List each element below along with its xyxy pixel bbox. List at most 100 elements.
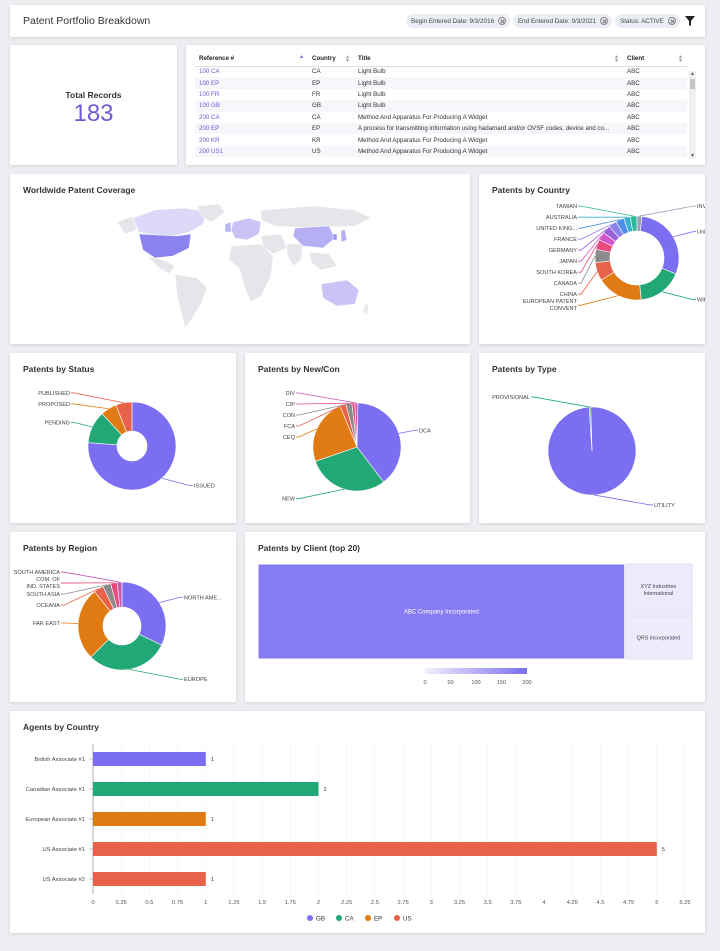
table-row[interactable]: 100 GB GB Light Bulb ABC xyxy=(195,100,687,112)
agents-chart-title: Agents by Country xyxy=(23,722,100,732)
cell-reference[interactable]: 100 FR xyxy=(199,90,220,98)
map-region-new-zealand[interactable] xyxy=(362,303,370,315)
x-tick-label: 1.25 xyxy=(228,900,239,906)
pie-slice-north-ame[interactable] xyxy=(121,581,167,646)
scroll-up-icon[interactable]: ▲ xyxy=(690,71,695,77)
sort-icon[interactable]: ▲ ▼ xyxy=(345,54,350,64)
cell-reference[interactable]: 200 EP xyxy=(195,122,308,135)
scale-tick-label: 150 xyxy=(497,680,506,686)
legend-marker-us[interactable] xyxy=(394,915,400,921)
pie-slice-new[interactable] xyxy=(315,446,385,492)
pie-slice-issued[interactable] xyxy=(87,401,177,491)
column-header-client[interactable]: Client ▲ ▼ xyxy=(623,52,687,67)
filter-chip-begin-date[interactable]: Begin Entered Date: 9/3/2016 xyxy=(406,14,510,28)
type-pie-chart: UTILITY PROVISIONAL xyxy=(492,395,675,509)
map-region-united-states[interactable] xyxy=(138,233,192,259)
legend-marker-ca[interactable] xyxy=(336,915,342,921)
status-chart-title: Patents by Status xyxy=(23,364,95,374)
type-chart-title: Patents by Type xyxy=(492,364,557,374)
map-region-australia[interactable] xyxy=(320,279,360,307)
table-row[interactable]: 200 EP EP A process for transmitting infor… xyxy=(195,122,687,135)
pie-label-invention-disclosure: INVENTION DISCLOSURE xyxy=(697,204,705,210)
map-region-middle-east[interactable] xyxy=(260,233,288,255)
map-region-india[interactable] xyxy=(286,243,304,267)
map-region-alaska[interactable] xyxy=(116,215,138,235)
bar-us-associate-1[interactable] xyxy=(93,842,657,856)
table-row[interactable]: 100 FR FR Light Bulb ABC xyxy=(195,89,687,100)
records-table: Reference # ▲ Country ▲ ▼ Title ▲ ▼ Client ▲ ▼ … xyxy=(195,52,687,158)
sort-icon[interactable]: ▲ ▼ xyxy=(614,54,619,64)
cell-reference[interactable]: 100 GB xyxy=(195,100,308,112)
sort-icon[interactable]: ▲ ▼ xyxy=(678,54,683,64)
treemap-cell-xyz-industries-international[interactable] xyxy=(625,563,693,617)
close-icon[interactable] xyxy=(667,17,676,25)
map-region-mexico[interactable] xyxy=(146,255,176,275)
world-map-card: Worldwide Patent Coverage xyxy=(10,174,470,344)
pie-slice-invention-disclosure[interactable] xyxy=(636,215,643,232)
legend-marker-ep[interactable] xyxy=(365,915,371,921)
pie-slice-europe[interactable] xyxy=(90,633,163,671)
world-map[interactable] xyxy=(115,204,375,334)
pie-label-japan: JAPAN xyxy=(559,259,577,265)
table-row[interactable]: 200 US1 US Method And Apparatus For Produc… xyxy=(195,145,687,158)
scale-tick-label: 50 xyxy=(447,680,453,686)
table-row[interactable]: 100 CA CA Light Bulb ABC xyxy=(195,66,687,77)
x-tick-label: 4.75 xyxy=(623,900,634,906)
map-region-russia[interactable] xyxy=(260,205,372,229)
cell-client: ABC xyxy=(623,145,687,158)
map-region-china[interactable] xyxy=(292,225,336,249)
map-region-africa[interactable] xyxy=(228,243,274,303)
pie-leader-div xyxy=(296,392,357,404)
map-region-canada[interactable] xyxy=(132,207,208,237)
map-region-japan[interactable] xyxy=(340,229,348,243)
bar-value-label: 1 xyxy=(211,817,214,823)
pie-label-australia: AUSTRALIA xyxy=(546,215,577,221)
x-tick-label: 5 xyxy=(655,900,658,906)
map-region-uk[interactable] xyxy=(224,221,232,233)
column-header-country[interactable]: Country ▲ ▼ xyxy=(308,52,354,67)
x-tick-label: 0.5 xyxy=(145,900,153,906)
map-region-south-america[interactable] xyxy=(174,273,208,329)
column-header-reference[interactable]: Reference # ▲ xyxy=(195,52,308,67)
pie-slice-far-east[interactable] xyxy=(77,591,111,658)
close-icon[interactable] xyxy=(600,17,609,25)
scrollbar-thumb[interactable] xyxy=(690,79,695,89)
pie-slice-united-states[interactable] xyxy=(639,215,680,275)
table-row[interactable]: 200 CA CA Method And Apparatus For Produci… xyxy=(195,112,687,123)
map-region-southeast-asia[interactable] xyxy=(308,251,338,271)
filter-chip-end-date[interactable]: End Entered Date: 9/3/2021 xyxy=(512,14,613,28)
agents-chart-card: Agents by Country 0 0.25 0.5 0.75 1 1.25 1.5 1.… xyxy=(10,711,705,933)
bar-european-associate-1[interactable] xyxy=(93,812,206,826)
filter-chip-status[interactable]: Status: ACTIVE xyxy=(615,14,680,28)
pie-slice-dca[interactable] xyxy=(356,402,402,483)
filter-icon[interactable] xyxy=(685,16,695,26)
table-scrollbar[interactable]: ▲ ▼ xyxy=(689,71,696,159)
cell-reference[interactable]: 200 CA xyxy=(199,113,220,121)
cell-reference[interactable]: 200 US1 xyxy=(195,145,308,158)
pie-slice-wipo[interactable] xyxy=(639,267,677,301)
cell-reference[interactable]: 100 CA xyxy=(199,68,220,76)
cell-reference[interactable]: 100 EP xyxy=(195,77,308,89)
legend-marker-gb[interactable] xyxy=(307,915,313,921)
bar-us-associate-2[interactable] xyxy=(93,872,206,886)
cell-title: Light Bulb xyxy=(354,77,623,89)
treemap-cell-qrs-incorporated[interactable] xyxy=(625,615,693,660)
table-row[interactable]: 100 EP EP Light Bulb ABC xyxy=(195,77,687,89)
bar-british-associate-1[interactable] xyxy=(93,752,206,766)
close-icon[interactable] xyxy=(497,17,506,25)
bar-canadian-associate-1[interactable] xyxy=(93,782,319,796)
sort-asc-icon[interactable]: ▲ xyxy=(299,54,304,60)
map-region-europe[interactable] xyxy=(230,217,262,241)
pie-slice-published[interactable] xyxy=(115,401,133,433)
pie-leader-utility xyxy=(594,494,653,506)
table-row[interactable]: 200 KR KR Method And Apparatus For Produci… xyxy=(195,134,687,145)
treemap-cell-abc-company-incorporated[interactable] xyxy=(257,563,626,660)
column-header-title[interactable]: Title ▲ ▼ xyxy=(354,52,623,67)
map-region-greenland[interactable] xyxy=(196,204,226,223)
pie-leader-published xyxy=(71,392,124,404)
map-region-korea[interactable] xyxy=(332,233,338,241)
scroll-down-icon[interactable]: ▼ xyxy=(690,153,695,159)
pie-label-div: DIV xyxy=(286,391,296,397)
header-bar: Patent Portfolio Breakdown Begin Entered… xyxy=(10,5,705,37)
cell-reference[interactable]: 200 KR xyxy=(199,136,220,144)
